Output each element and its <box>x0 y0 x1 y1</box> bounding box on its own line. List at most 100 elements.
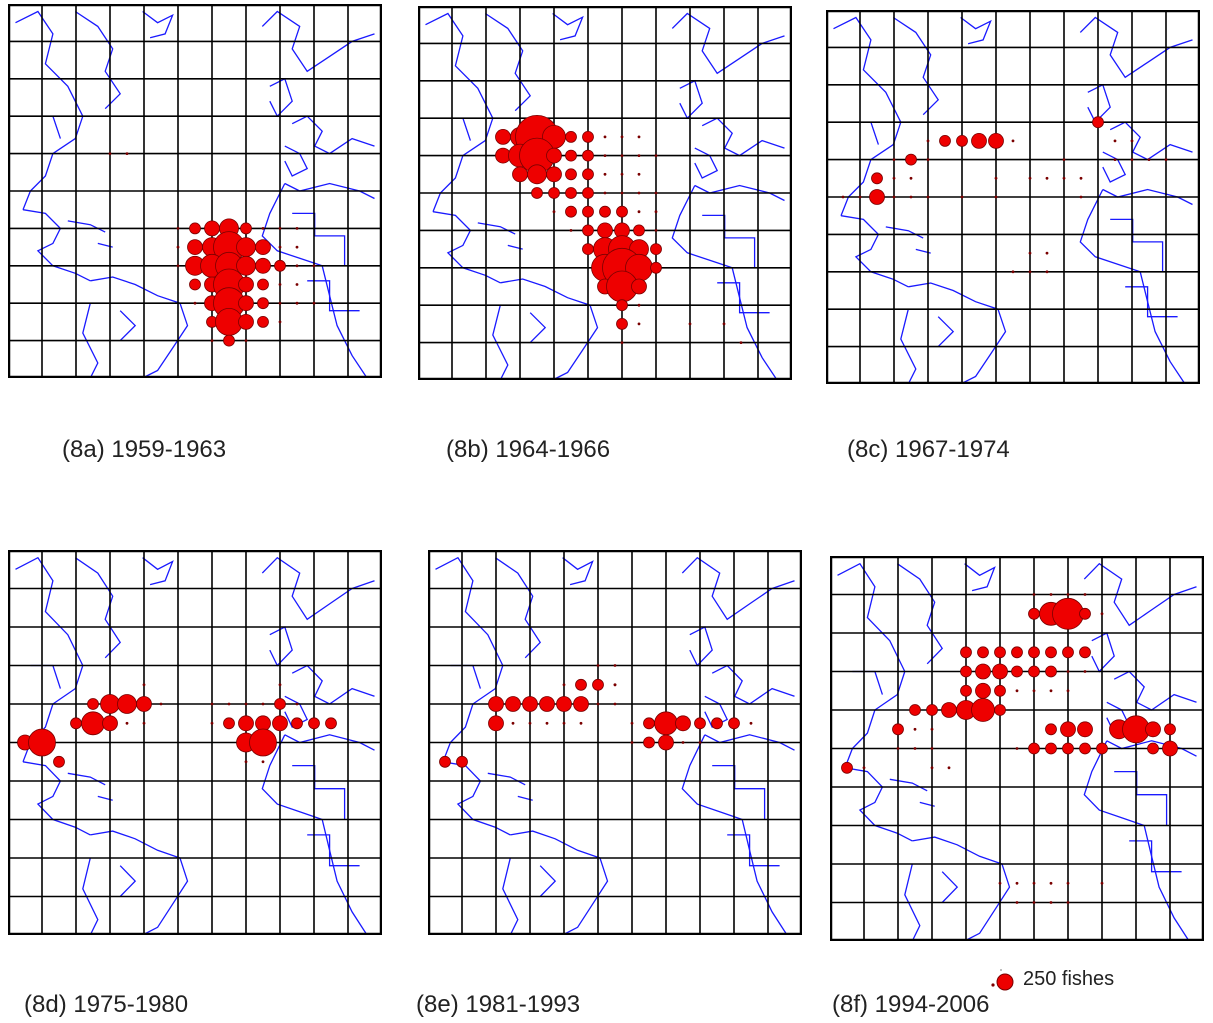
coastline-segment <box>694 147 719 179</box>
catch-circle <box>637 210 641 214</box>
catch-circle <box>620 172 624 176</box>
coastline-segment <box>852 670 884 695</box>
coastline-segment <box>704 695 729 728</box>
catch-circle <box>582 130 594 143</box>
legend-small-dot <box>991 983 995 987</box>
coastline-segment <box>82 303 99 378</box>
coastline-layer <box>15 10 375 378</box>
catch-circle <box>1096 742 1108 755</box>
catch-circle <box>1060 721 1076 738</box>
catch-circle <box>81 711 105 736</box>
catch-circle <box>176 227 180 230</box>
catch-circle <box>546 147 562 164</box>
catch-circle <box>274 698 286 710</box>
map-legend: 250 fishes <box>985 966 1185 996</box>
catch-circle <box>1100 612 1104 616</box>
catch-circle <box>596 702 600 706</box>
catch-circle <box>994 195 998 199</box>
coastline-segment <box>912 836 1011 941</box>
catch-circle <box>565 130 577 143</box>
catch-circle <box>456 755 468 768</box>
coastline-segment <box>539 865 557 897</box>
catch-circle <box>637 322 641 326</box>
catch-circle <box>176 245 180 249</box>
catch-circle <box>1045 646 1057 659</box>
catch-circle <box>1147 742 1159 755</box>
catch-circle <box>136 696 152 712</box>
coastline-segment <box>689 626 713 667</box>
catch-circle <box>244 339 248 342</box>
map-panel-8e <box>428 550 802 935</box>
catch-circle <box>100 694 120 714</box>
catch-circle <box>210 702 214 706</box>
catch-circle <box>565 149 577 162</box>
catch-circle <box>862 766 866 770</box>
coastline-layer <box>435 556 795 935</box>
catch-circle <box>295 264 299 268</box>
coastline-segment <box>840 215 909 288</box>
catch-circle <box>926 195 930 199</box>
catch-circle <box>597 222 613 239</box>
catch-circle <box>545 721 549 725</box>
catch-map-8b <box>418 6 792 380</box>
legend-tiny-dot <box>1000 969 1002 971</box>
catch-circle <box>620 191 624 195</box>
catch-circle <box>278 301 282 305</box>
catch-circle <box>244 702 248 706</box>
catch-circle <box>994 704 1006 716</box>
catch-circle <box>1130 158 1134 162</box>
catch-circle <box>637 303 641 307</box>
catch-circle <box>616 205 628 218</box>
catch-circle <box>575 678 587 691</box>
coastline-segment <box>22 209 91 282</box>
catch-circle <box>1015 881 1019 885</box>
catch-circle <box>193 301 197 305</box>
catch-circle <box>1062 646 1074 659</box>
catch-circle <box>187 239 203 256</box>
catch-circle <box>527 164 547 185</box>
map-frame <box>418 6 792 380</box>
coastline-segment <box>892 16 940 116</box>
catch-circle <box>87 698 99 710</box>
catch-circle <box>204 220 220 237</box>
coastline-segment <box>701 117 785 157</box>
catch-circle <box>603 191 607 195</box>
catch-circle <box>994 684 1006 697</box>
coastline-segment <box>492 305 509 380</box>
catch-circle <box>1028 607 1040 620</box>
catch-circle <box>681 741 685 744</box>
catch-layer <box>17 683 337 768</box>
catch-circle <box>1079 195 1083 199</box>
catch-circle <box>312 264 316 268</box>
catch-circle <box>1079 742 1091 755</box>
coastline-segment <box>494 557 542 659</box>
catch-circle <box>255 257 271 274</box>
catch-circle <box>189 222 201 235</box>
coastline-segment <box>291 664 375 705</box>
catch-layer <box>439 664 753 768</box>
coastline-segment <box>67 772 106 786</box>
catch-circle <box>1052 597 1084 630</box>
catch-circle <box>1049 689 1053 693</box>
catch-circle <box>1062 176 1066 180</box>
coastline-layer <box>833 16 1193 384</box>
catch-circle <box>308 717 320 730</box>
catch-circle <box>749 721 753 725</box>
coastline-segment <box>22 761 91 836</box>
catch-circle <box>176 264 180 268</box>
catch-layer <box>495 114 743 344</box>
catch-circle <box>971 698 995 722</box>
catch-circle <box>913 747 917 750</box>
catch-circle <box>278 245 282 249</box>
coastline-segment <box>717 282 770 314</box>
catch-circle <box>1130 139 1134 143</box>
catch-circle <box>291 717 303 730</box>
catch-circle <box>909 176 913 180</box>
map-frame <box>428 550 802 935</box>
catch-circle <box>1147 158 1151 162</box>
catch-circle <box>603 154 607 158</box>
catch-circle <box>960 646 972 659</box>
catch-circle <box>1045 665 1057 678</box>
catch-circle <box>565 168 577 181</box>
catch-circle <box>142 721 146 725</box>
